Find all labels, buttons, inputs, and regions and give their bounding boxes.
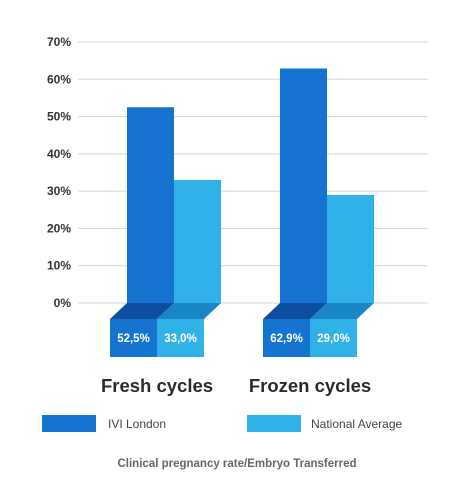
bar	[327, 194, 374, 303]
legend-swatch	[42, 415, 96, 432]
legend-label: National Average	[311, 417, 403, 431]
bar-value-label: 33,0%	[164, 333, 197, 345]
category-label: Frozen cycles	[249, 375, 371, 396]
bar-value-label: 62,9%	[270, 333, 303, 345]
bar-base-top	[157, 303, 221, 319]
bars: 52,5% 33,0% 62,9% 29,0%	[110, 68, 374, 357]
y-tick-label: 20%	[47, 221, 71, 235]
bar-base-top	[110, 303, 174, 319]
bar-value-label: 52,5%	[117, 333, 150, 345]
bar-base-top	[310, 303, 374, 319]
bar-value-box	[110, 319, 157, 357]
legend: IVI London National Average	[42, 415, 403, 432]
y-axis: 0% 10% 20% 30% 40% 50% 60% 70%	[47, 35, 71, 310]
category-labels: Fresh cycles Frozen cycles	[101, 375, 371, 396]
y-tick-label: 40%	[47, 147, 71, 161]
legend-label: IVI London	[108, 417, 166, 431]
y-tick-label: 70%	[47, 35, 71, 49]
legend-swatch	[247, 415, 301, 432]
y-tick-label: 0%	[54, 296, 72, 310]
bar-base-top	[263, 303, 327, 319]
y-tick-label: 10%	[47, 259, 71, 273]
bar	[280, 68, 327, 303]
y-tick-label: 30%	[47, 184, 71, 198]
bar	[174, 179, 221, 303]
bar-value-box	[263, 319, 310, 357]
bar-value-label: 29,0%	[317, 333, 350, 345]
bar-value-box	[157, 319, 204, 357]
y-tick-label: 60%	[47, 72, 71, 86]
bar	[127, 107, 174, 303]
y-tick-label: 50%	[47, 110, 71, 124]
chart-caption: Clinical pregnancy rate/Embryo Transferr…	[117, 458, 356, 470]
category-label: Fresh cycles	[101, 375, 213, 396]
bar-value-box	[310, 319, 357, 357]
